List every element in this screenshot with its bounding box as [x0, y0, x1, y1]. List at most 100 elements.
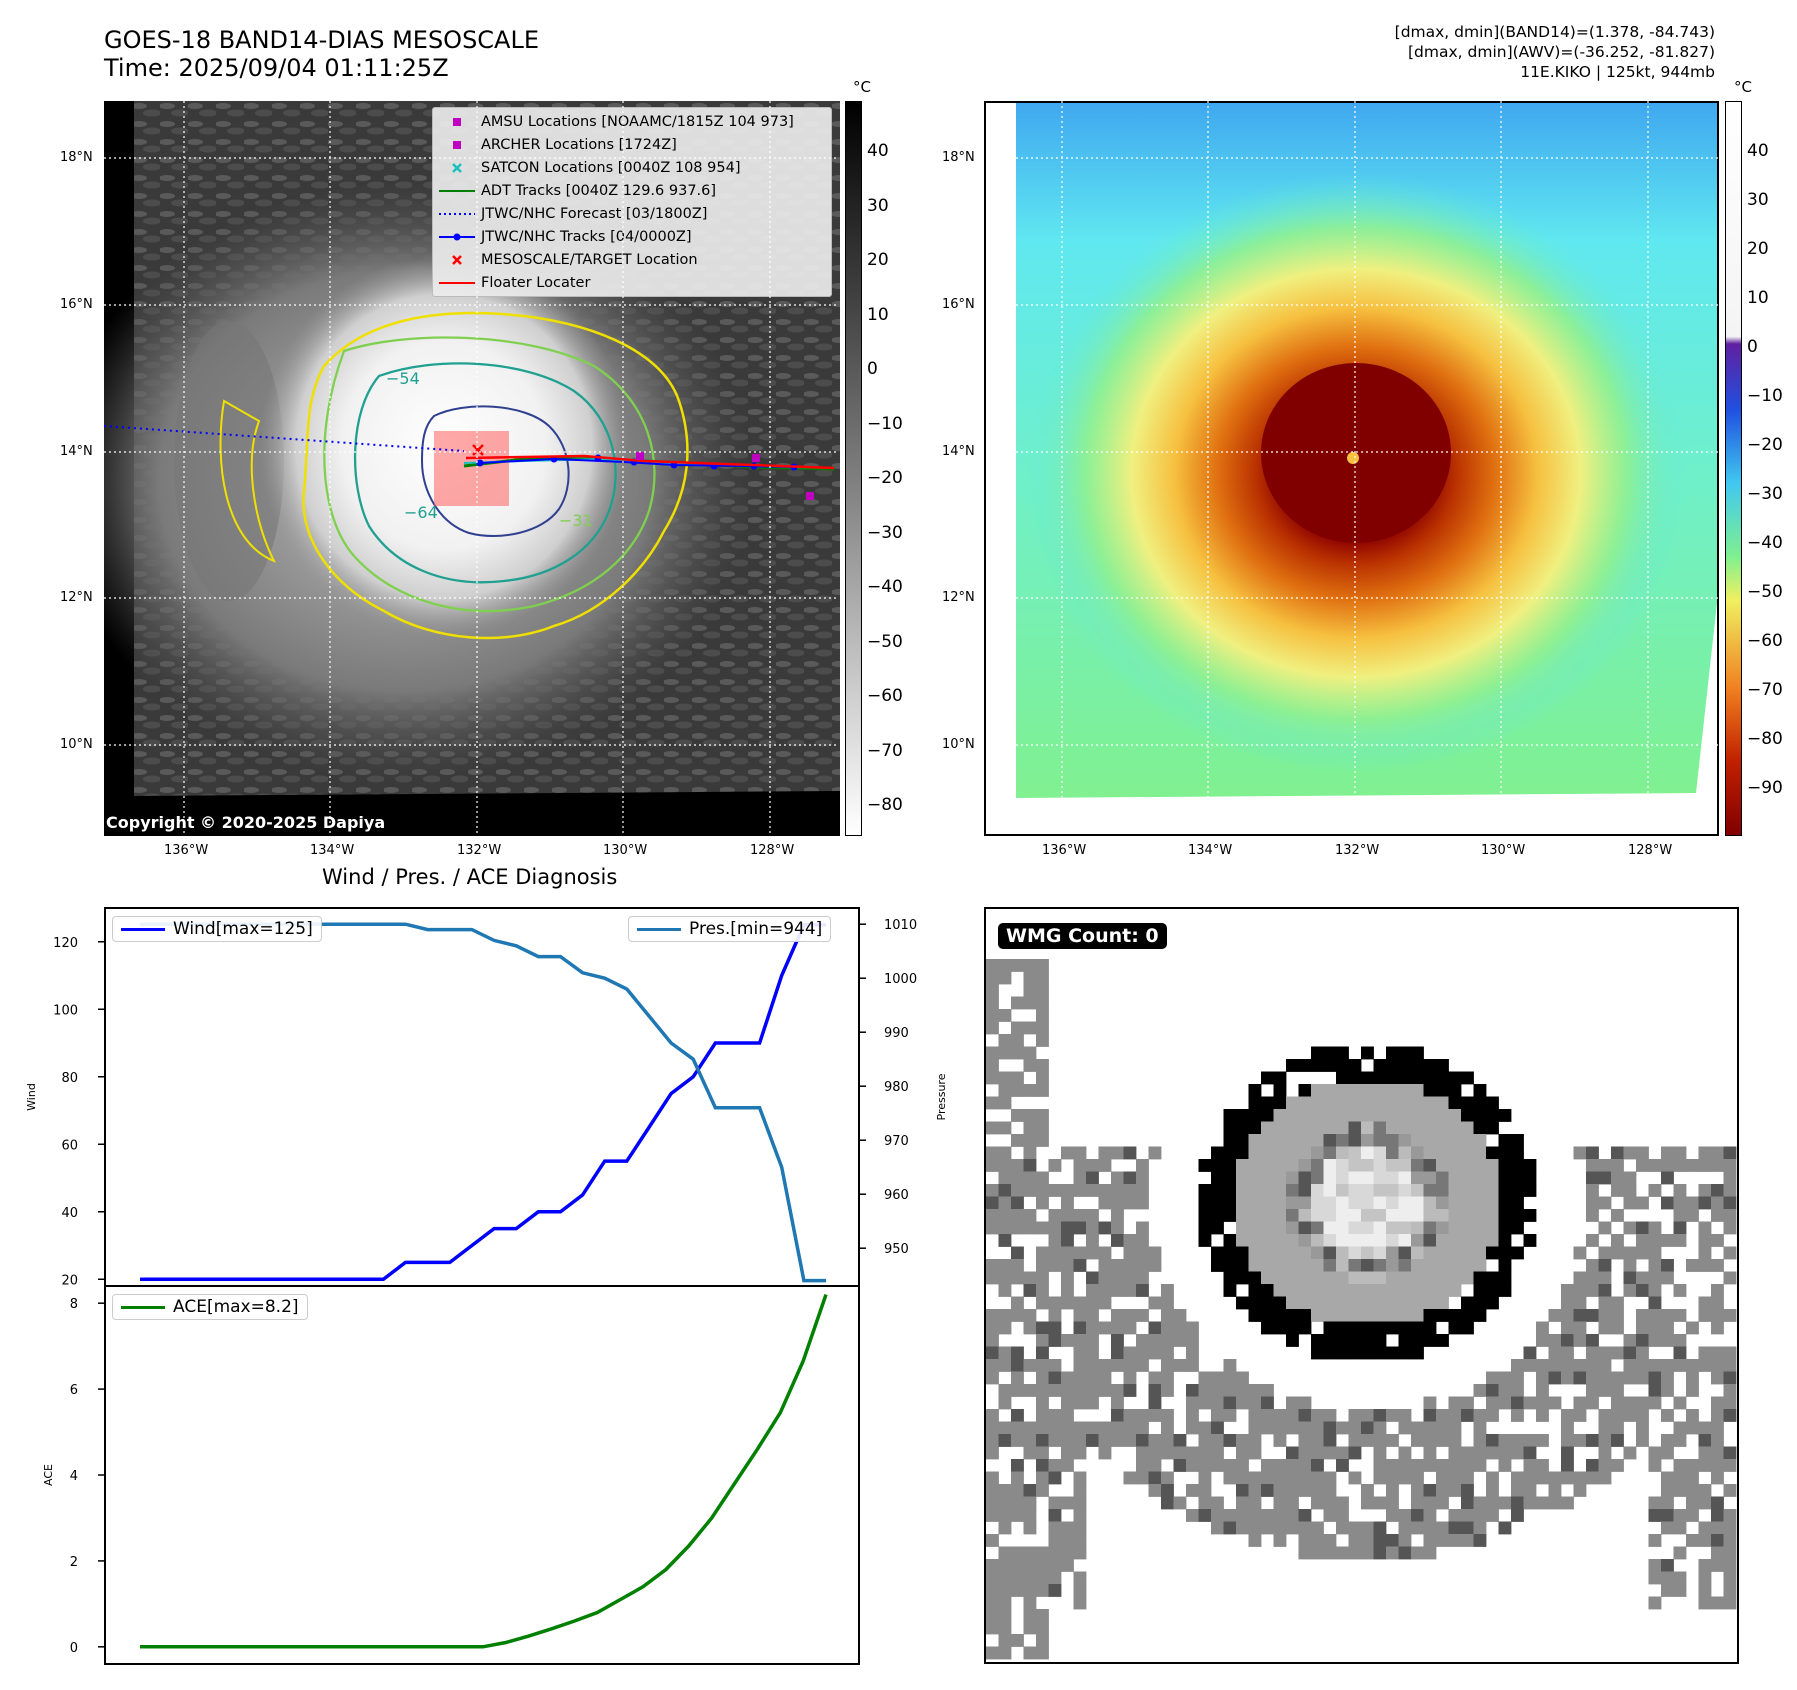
ir-lat-label: 18°N: [60, 150, 93, 165]
wmg-cell: [1261, 1221, 1274, 1235]
wmg-cell: [1323, 1271, 1337, 1285]
wmg-cell: [986, 1496, 999, 1510]
wmg-cell: [1086, 1234, 1099, 1247]
wmg-cell: [1598, 1171, 1612, 1185]
wmg-cell: [1386, 1146, 1399, 1160]
wmg-cell: [1286, 1259, 1299, 1272]
wmg-cell: [1586, 1309, 1599, 1322]
wmg-cell: [1536, 1371, 1549, 1385]
wmg-cell: [1436, 1409, 1449, 1422]
wmg-cell: [1148, 1371, 1162, 1385]
wmg-cell: [1061, 1534, 1074, 1547]
wmg-cell: [1698, 1146, 1712, 1160]
wmg-cell: [1036, 1396, 1049, 1410]
wmg-cell: [1073, 1534, 1087, 1547]
wmg-cell: [1586, 1346, 1599, 1360]
wmg-cell: [1561, 1496, 1574, 1510]
awv-lon-label: 134°W: [1188, 843, 1233, 858]
wmg-cell: [1248, 1246, 1262, 1260]
wmg-cell: [1161, 1496, 1174, 1510]
wmg-cell: [1448, 1321, 1462, 1335]
wmg-cell: [1036, 1271, 1049, 1285]
wmg-cell: [1711, 1184, 1724, 1197]
wmg-cell: [1561, 1409, 1574, 1422]
wmg-cell: [1623, 1196, 1637, 1210]
wmg-cell: [1486, 1384, 1499, 1397]
wmg-cell: [1098, 1271, 1112, 1285]
wmg-cell: [998, 1221, 1012, 1235]
wmg-cell: [1648, 1446, 1662, 1460]
wmg-cell: [1323, 1121, 1337, 1135]
wmg-cell: [1348, 1296, 1362, 1310]
wmg-cell: [1136, 1471, 1149, 1485]
wmg-cell: [1273, 1296, 1287, 1310]
wmg-cell: [1723, 1446, 1737, 1460]
wmg-cell: [1111, 1259, 1124, 1272]
ace-tick-label: 0: [70, 1641, 78, 1656]
wmg-cell: [1461, 1171, 1474, 1185]
wmg-cell: [1136, 1234, 1149, 1247]
wmg-cell: [1698, 1246, 1712, 1260]
wmg-cell: [1448, 1484, 1462, 1497]
wmg-cell: [1398, 1471, 1412, 1485]
wmg-cell: [1048, 1259, 1062, 1272]
wmg-cell: [1373, 1221, 1387, 1235]
awv-lon-label: 136°W: [1042, 843, 1087, 858]
wmg-cell: [1436, 1184, 1449, 1197]
wmg-cell: [1511, 1484, 1524, 1497]
wmg-cell: [1398, 1196, 1412, 1210]
wmg-cell: [1323, 1209, 1337, 1222]
wmg-cell: [1661, 1259, 1674, 1272]
wmg-cell: [1436, 1059, 1449, 1072]
wmg-cell: [1373, 1534, 1387, 1547]
wmg-cell: [1386, 1309, 1399, 1322]
awv-colorbar-tick: 10: [1747, 288, 1769, 308]
wmg-cell: [1248, 1296, 1262, 1310]
wmg-cell: [1498, 1496, 1512, 1510]
wmg-cell: [1161, 1471, 1174, 1485]
wmg-cell: [1361, 1159, 1374, 1172]
wmg-cell: [1673, 1309, 1687, 1322]
wmg-cell: [1198, 1446, 1212, 1460]
wmg-cell: [1348, 1171, 1362, 1185]
wmg-cell: [1248, 1171, 1262, 1185]
wmg-cell: [1273, 1271, 1287, 1285]
wmg-cell: [1436, 1271, 1449, 1285]
wmg-cell: [1261, 1384, 1274, 1397]
wmg-cell: [1611, 1184, 1624, 1197]
wmg-cell: [1286, 1159, 1299, 1172]
wmg-cell: [1611, 1309, 1624, 1322]
wmg-cell: [1573, 1359, 1587, 1372]
wmg-cell: [998, 1546, 1012, 1560]
wmg-cell: [998, 1521, 1012, 1535]
wmg-cell: [1123, 1359, 1137, 1372]
wmg-cell: [1298, 1084, 1312, 1097]
wmg-cell: [1673, 1434, 1687, 1447]
wmg-cell: [1148, 1471, 1162, 1485]
wmg-cell: [1586, 1171, 1599, 1185]
wmg-cell: [1461, 1496, 1474, 1510]
wmg-cell: [986, 1009, 999, 1022]
wmg-cell: [1548, 1371, 1562, 1385]
wmg-cell: [1411, 1284, 1424, 1297]
wmg-cell: [1511, 1371, 1524, 1385]
awv-colorbar-tick: 20: [1747, 239, 1769, 259]
wmg-cell: [1273, 1471, 1287, 1485]
wind-tick-label: 40: [61, 1206, 78, 1221]
wmg-cell: [1111, 1421, 1124, 1435]
wmg-cell: [1011, 1559, 1024, 1572]
wmg-cell: [1148, 1384, 1162, 1397]
wmg-cell: [1273, 1234, 1287, 1247]
wmg-cell: [1361, 1234, 1374, 1247]
wmg-cell: [1673, 1346, 1687, 1360]
wmg-cell: [1411, 1146, 1424, 1160]
wmg-cell: [1386, 1496, 1399, 1510]
wmg-cell: [1461, 1409, 1474, 1422]
wmg-cell: [1111, 1209, 1124, 1222]
wmg-cell: [1373, 1459, 1387, 1472]
wmg-cell: [1261, 1509, 1274, 1522]
wmg-cell: [1323, 1321, 1337, 1335]
ir-colorbar-tick: 40: [867, 141, 889, 161]
wmg-cell: [1648, 1296, 1662, 1310]
wmg-cell: [1411, 1521, 1424, 1535]
